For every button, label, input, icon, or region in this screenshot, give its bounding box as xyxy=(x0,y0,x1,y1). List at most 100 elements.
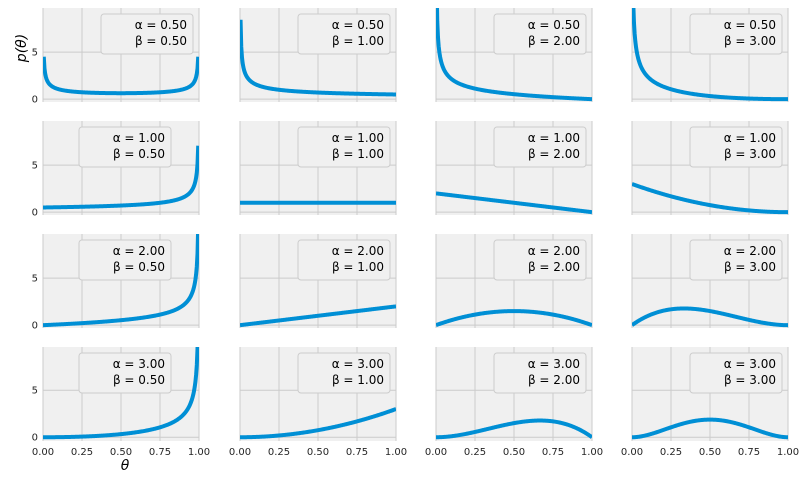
legend-label: α = 1.00 xyxy=(113,131,165,145)
y-tick-label: 0 xyxy=(32,208,38,219)
x-tick-label: 0.50 xyxy=(307,447,329,458)
legend-label: α = 3.00 xyxy=(332,357,384,371)
legend-label: β = 0.50 xyxy=(135,34,187,48)
x-tick-label: 1.00 xyxy=(581,447,603,458)
legend-box xyxy=(78,239,172,281)
x-tick-label: 1.00 xyxy=(777,447,799,458)
legend-label: α = 2.00 xyxy=(332,244,384,258)
density-curve xyxy=(436,418,592,440)
legend-label: β = 2.00 xyxy=(528,147,580,161)
legend-label: β = 3.00 xyxy=(724,147,776,161)
y-tick-label: 0 xyxy=(32,433,38,444)
legend: α = 3.00 β = 3.00 xyxy=(689,352,783,394)
density-curve xyxy=(632,417,788,440)
legend-label: β = 3.00 xyxy=(724,373,776,387)
legend-box xyxy=(297,352,391,394)
panel: 0 5 0.00 0.25 0.50 0.75 1.00 α = 3.00 β = 0.50 xyxy=(32,347,210,458)
x-tick-label: 0.50 xyxy=(110,447,132,458)
x-tick-label: 0.25 xyxy=(268,447,290,458)
legend: α = 2.00 β = 1.00 xyxy=(297,239,391,281)
density-curve xyxy=(632,182,788,215)
panel: α = 2.00 β = 1.00 xyxy=(239,234,397,328)
legend-box xyxy=(297,13,391,55)
legend-box xyxy=(689,13,783,55)
legend: α = 0.50 β = 0.50 xyxy=(100,13,194,55)
legend-box xyxy=(689,239,783,281)
legend: α = 3.00 β = 2.00 xyxy=(493,352,587,394)
panel: α = 1.00 β = 1.00 xyxy=(239,121,397,215)
density-curve xyxy=(43,145,199,210)
legend-label: α = 3.00 xyxy=(528,357,580,371)
panel: 0 5 α = 0.50 β = 0.50 xyxy=(32,8,200,106)
legend-box xyxy=(689,126,783,168)
panel: 0 5 α = 1.00 β = 0.50 xyxy=(32,121,200,219)
density-curve xyxy=(240,407,396,440)
density-curve xyxy=(43,347,199,440)
legend-label: β = 2.00 xyxy=(528,373,580,387)
panel: α = 1.00 β = 3.00 xyxy=(631,121,789,215)
legend-label: α = 1.00 xyxy=(332,131,384,145)
legend-label: β = 2.00 xyxy=(528,260,580,274)
x-tick-label: 0.75 xyxy=(542,447,564,458)
legend-label: β = 0.50 xyxy=(113,147,165,161)
legend-label: β = 3.00 xyxy=(724,260,776,274)
legend: α = 0.50 β = 1.00 xyxy=(297,13,391,55)
legend-box xyxy=(493,126,587,168)
y-tick-label: 0 xyxy=(32,321,38,332)
x-tick-label: 0.25 xyxy=(71,447,93,458)
legend: α = 0.50 β = 2.00 xyxy=(493,13,587,55)
legend-label: β = 1.00 xyxy=(332,147,384,161)
panel: α = 1.00 β = 2.00 xyxy=(435,121,593,215)
legend-box xyxy=(493,239,587,281)
legend-box xyxy=(78,352,172,394)
density-curve xyxy=(632,8,788,102)
legend-label: β = 1.00 xyxy=(332,260,384,274)
legend-box xyxy=(493,13,587,55)
legend-label: α = 0.50 xyxy=(724,18,776,32)
legend: α = 2.00 β = 0.50 xyxy=(78,239,172,281)
y-tick-label: 5 xyxy=(32,48,38,59)
x-tick-label: 0.75 xyxy=(346,447,368,458)
panel: α = 0.50 β = 1.00 xyxy=(239,8,397,102)
legend-label: α = 3.00 xyxy=(113,357,165,371)
legend-box xyxy=(100,13,194,55)
x-tick-label: 0.25 xyxy=(464,447,486,458)
density-curve xyxy=(436,8,592,102)
y-tick-label: 5 xyxy=(32,161,38,172)
legend-label: α = 2.00 xyxy=(113,244,165,258)
density-curve xyxy=(632,306,788,328)
legend: α = 2.00 β = 2.00 xyxy=(493,239,587,281)
x-tick-label: 0.00 xyxy=(425,447,447,458)
y-tick-label: 5 xyxy=(32,386,38,397)
panel: α = 0.50 β = 3.00 xyxy=(631,8,789,102)
panel: α = 2.00 β = 2.00 xyxy=(435,234,593,328)
legend-box xyxy=(78,126,172,168)
legend-label: α = 1.00 xyxy=(724,131,776,145)
x-tick-label: 0.50 xyxy=(503,447,525,458)
x-tick-label: 0.50 xyxy=(699,447,721,458)
panel: 0.00 0.25 0.50 0.75 1.00 α = 3.00 β = 3.00 xyxy=(621,347,799,458)
panels-layer: 05α = 0.50β = 0.50α = 0.50β = 1.00α = 0.… xyxy=(32,8,799,458)
legend: α = 1.00 β = 3.00 xyxy=(689,126,783,168)
legend: α = 3.00 β = 1.00 xyxy=(297,352,391,394)
legend: α = 0.50 β = 3.00 xyxy=(689,13,783,55)
x-tick-label: 1.00 xyxy=(385,447,407,458)
x-tick-label: 0.00 xyxy=(621,447,643,458)
legend-label: α = 3.00 xyxy=(724,357,776,371)
x-axis-label: θ xyxy=(121,458,130,474)
density-curve xyxy=(240,19,396,97)
legend: α = 1.00 β = 2.00 xyxy=(493,126,587,168)
legend: α = 2.00 β = 3.00 xyxy=(689,239,783,281)
panel: α = 0.50 β = 2.00 xyxy=(435,8,593,102)
legend-label: α = 2.00 xyxy=(724,244,776,258)
legend-box xyxy=(493,352,587,394)
panel: 0.00 0.25 0.50 0.75 1.00 α = 3.00 β = 1.00 xyxy=(229,347,407,458)
legend-box xyxy=(297,126,391,168)
panel: 0.00 0.25 0.50 0.75 1.00 α = 3.00 β = 2.00 xyxy=(425,347,603,458)
legend-label: α = 0.50 xyxy=(332,18,384,32)
density-curve xyxy=(240,304,396,328)
legend-label: β = 2.00 xyxy=(528,34,580,48)
x-tick-label: 0.00 xyxy=(32,447,54,458)
legend-label: α = 1.00 xyxy=(528,131,580,145)
